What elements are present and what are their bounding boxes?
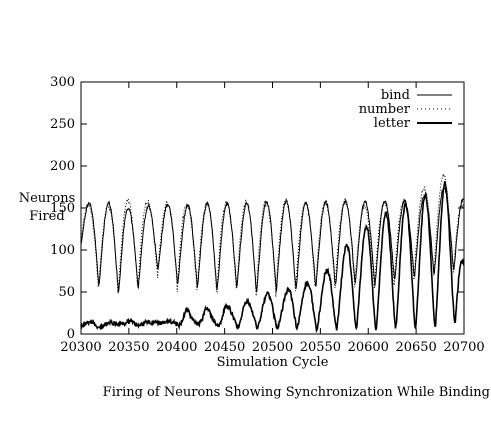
figure-caption: Firing of Neurons Showing Synchronizatio… xyxy=(102,385,490,400)
x-tick-label: 20700 xyxy=(443,340,484,355)
series-number-line xyxy=(80,173,465,298)
y-tick-label: 50 xyxy=(58,285,75,300)
legend-label-bind: bind xyxy=(381,88,410,103)
y-axis-label-line1: Neurons xyxy=(19,191,76,206)
y-tick-label: 150 xyxy=(50,201,75,216)
x-tick-label: 20300 xyxy=(60,340,101,355)
y-tick-label: 250 xyxy=(50,117,75,132)
x-tick-label: 20500 xyxy=(252,340,293,355)
series-bind-line xyxy=(80,184,465,293)
legend-label-number: number xyxy=(359,102,411,117)
x-tick-label: 20350 xyxy=(108,340,149,355)
series-layer xyxy=(80,173,465,334)
x-tick-label: 20450 xyxy=(204,340,245,355)
legend-label-letter: letter xyxy=(374,116,411,131)
y-tick-label: 0 xyxy=(67,327,75,342)
y-tick-label: 100 xyxy=(50,243,75,258)
x-tick-label: 20400 xyxy=(156,340,197,355)
x-axis-label: Simulation Cycle xyxy=(217,355,329,370)
series-letter-line xyxy=(80,180,465,334)
x-tick-label: 20650 xyxy=(395,340,436,355)
ticks-layer: 20300 20350 20400 20450 20500 20550 20600 20650… xyxy=(50,75,485,355)
y-tick-label: 300 xyxy=(50,75,75,90)
y-axis-label-line2: Fired xyxy=(29,209,64,224)
y-tick-label: 200 xyxy=(50,159,75,174)
x-tick-label: 20600 xyxy=(348,340,389,355)
x-tick-label: 20550 xyxy=(300,340,341,355)
